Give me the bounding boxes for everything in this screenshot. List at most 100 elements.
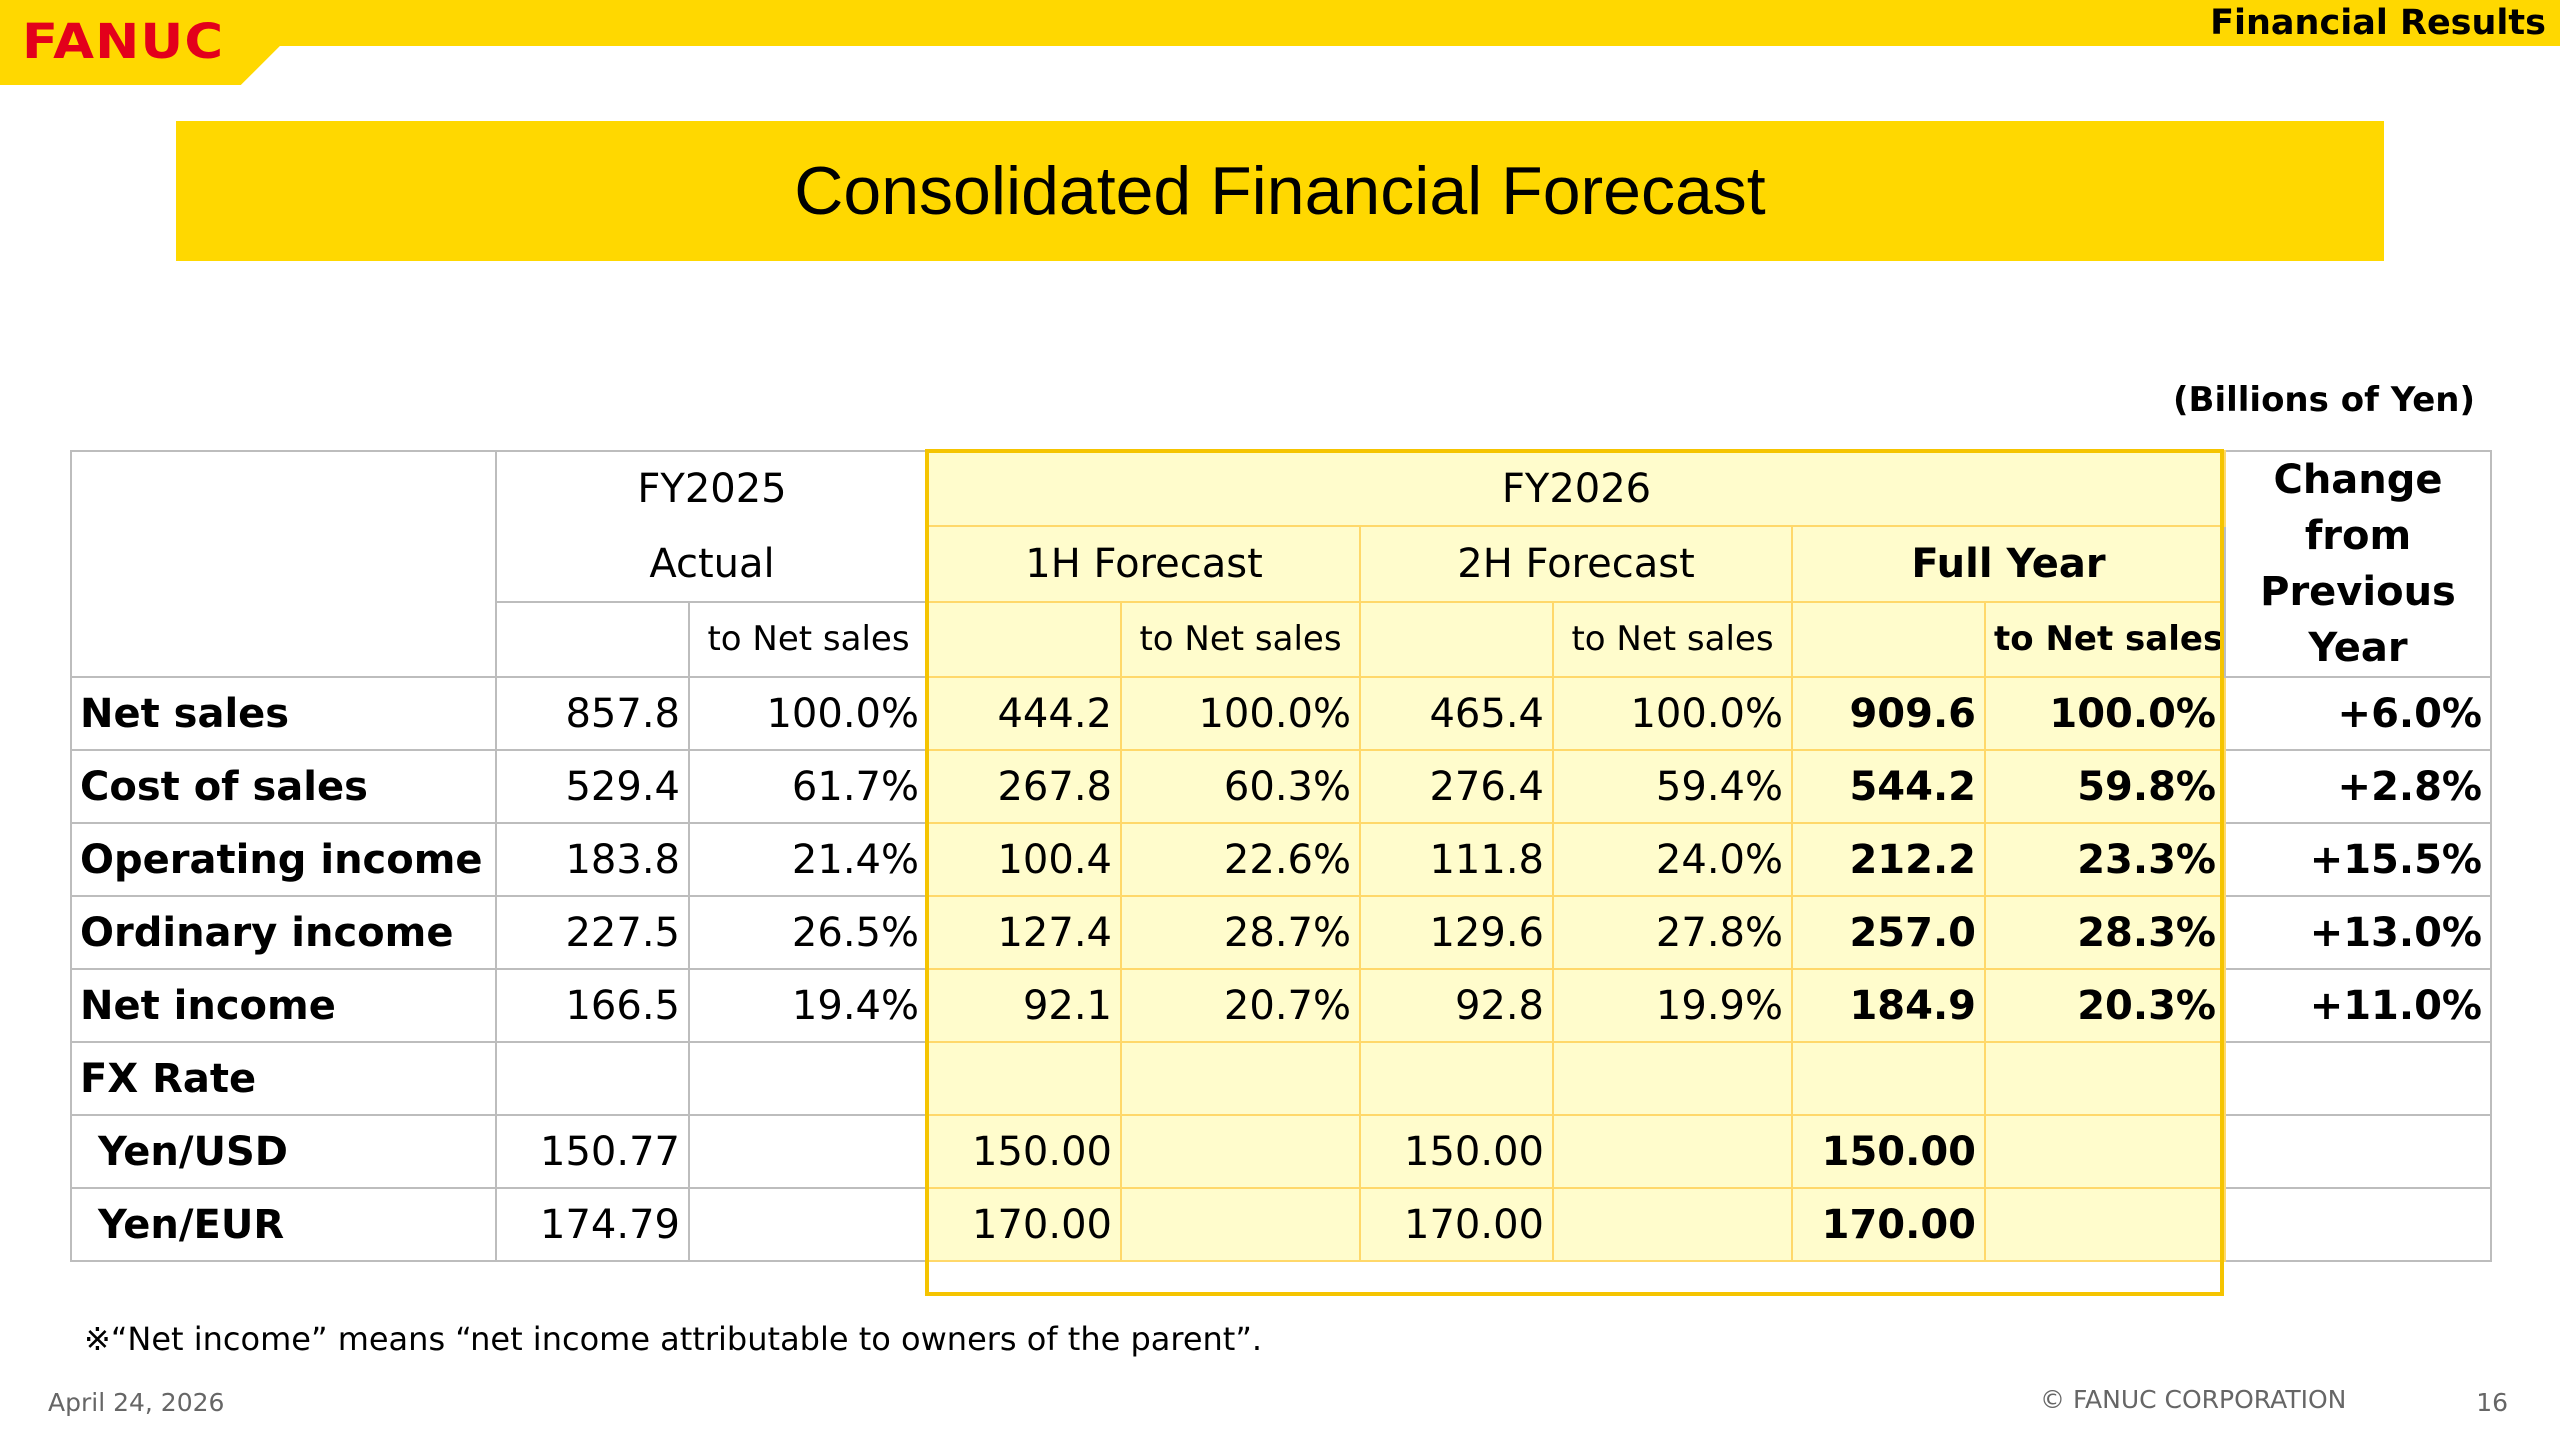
actual-value: 183.8 [495, 822, 690, 897]
h2-value: 129.6 [1359, 895, 1554, 970]
blank-cell [1791, 1041, 1986, 1116]
h1-pct: 22.6% [1120, 822, 1361, 897]
to-net-sales-header: to Net sales [1984, 600, 2226, 679]
row-label: Ordinary income [70, 895, 497, 970]
units-label: (Billions of Yen) [2173, 380, 2475, 420]
row-label: Net income [70, 968, 497, 1043]
blank-cell [2224, 1114, 2492, 1189]
actual-pct: 100.0% [688, 676, 929, 751]
page-number: 16 [2476, 1388, 2508, 1417]
change-value: +15.5% [2224, 822, 2492, 897]
blank-cell [1120, 1041, 1361, 1116]
change-value: +2.8% [2224, 749, 2492, 824]
actual-value: 227.5 [495, 895, 690, 970]
actual-header: Actual [495, 526, 929, 603]
h1-value: 150.00 [927, 1114, 1122, 1189]
fx-row: Yen/USD 150.77 150.00 150.00 150.00 [70, 1114, 2492, 1189]
blank-cell [688, 1187, 929, 1262]
blank-cell [1120, 1187, 1361, 1262]
h2-value: 111.8 [1359, 822, 1554, 897]
logo-tab [0, 0, 280, 85]
full-year-value: 150.00 [1791, 1114, 1986, 1189]
footer-date: April 24, 2026 [48, 1388, 225, 1417]
h1-pct: 60.3% [1120, 749, 1361, 824]
blank-cell [1359, 600, 1554, 679]
change-line: Previous [2260, 569, 2456, 615]
change-line: from [2304, 513, 2412, 559]
blank-cell [927, 1041, 1122, 1116]
blank-cell [1552, 1114, 1793, 1189]
h2-value: 92.8 [1359, 968, 1554, 1043]
blank-cell [1359, 1041, 1554, 1116]
title-banner: Consolidated Financial Forecast [176, 121, 2384, 261]
h1-pct: 20.7% [1120, 968, 1361, 1043]
h1-value: 100.4 [927, 822, 1122, 897]
h1-pct: 28.7% [1120, 895, 1361, 970]
page-title: Consolidated Financial Forecast [794, 153, 1766, 229]
to-net-sales-header: to Net sales [1120, 600, 1361, 679]
header-row-1: FY2025 FY2026 Change from Previous Year [70, 449, 2492, 678]
fx-label: Yen/USD [70, 1114, 497, 1189]
h2-value: 276.4 [1359, 749, 1554, 824]
top-bar [0, 0, 2560, 46]
row-label: Operating income [70, 822, 497, 897]
h2-forecast-header: 2H Forecast [1359, 525, 1793, 603]
change-value: +11.0% [2224, 968, 2492, 1043]
h1-value: 444.2 [927, 676, 1122, 751]
fy2025-header: FY2025 [495, 449, 929, 527]
financial-forecast-table: FY2025 FY2026 Change from Previous Year … [70, 449, 2492, 1262]
to-net-sales-header: to Net sales [1552, 600, 1793, 679]
header-row-3: to Net sales to Net sales to Net sales t… [71, 600, 2491, 679]
actual-pct: 61.7% [688, 749, 929, 824]
h1-forecast-header: 1H Forecast [927, 525, 1361, 603]
actual-value: 166.5 [495, 968, 690, 1043]
fx-rate-row: FX Rate [70, 1041, 2492, 1116]
blank-cell [1120, 1114, 1361, 1189]
h2-value: 150.00 [1359, 1114, 1554, 1189]
h2-value: 465.4 [1359, 676, 1554, 751]
h2-pct: 27.8% [1552, 895, 1793, 970]
row-label: Cost of sales [70, 749, 497, 824]
blank-cell [2224, 1187, 2492, 1262]
blank-cell [1791, 600, 1986, 679]
h1-value: 170.00 [927, 1187, 1122, 1262]
full-year-value: 257.0 [1791, 895, 1986, 970]
full-year-value: 170.00 [1791, 1187, 1986, 1262]
blank-cell [1552, 1041, 1793, 1116]
actual-pct: 21.4% [688, 822, 929, 897]
h2-pct: 24.0% [1552, 822, 1793, 897]
header-row-2: Actual 1H Forecast 2H Forecast Full Year [71, 525, 2491, 603]
section-title: Financial Results [2210, 3, 2546, 43]
blank-cell [2224, 1041, 2492, 1116]
full-year-pct: 28.3% [1984, 895, 2226, 970]
h2-value: 170.00 [1359, 1187, 1554, 1262]
change-value: +6.0% [2224, 676, 2492, 751]
full-year-value: 184.9 [1791, 968, 1986, 1043]
to-net-sales-header: to Net sales [688, 600, 929, 679]
table-row: Ordinary income 227.5 26.5% 127.4 28.7% … [70, 895, 2492, 970]
h2-pct: 100.0% [1552, 676, 1793, 751]
full-year-pct: 23.3% [1984, 822, 2226, 897]
actual-value: 150.77 [495, 1114, 690, 1189]
full-year-pct: 100.0% [1984, 676, 2226, 751]
full-year-value: 212.2 [1791, 822, 1986, 897]
full-year-pct: 20.3% [1984, 968, 2226, 1043]
footnote: ※“Net income” means “net income attribut… [84, 1320, 1263, 1358]
blank-cell [495, 600, 690, 679]
table-row: Operating income 183.8 21.4% 100.4 22.6%… [70, 822, 2492, 897]
change-value: +13.0% [2224, 895, 2492, 970]
actual-pct: 19.4% [688, 968, 929, 1043]
blank-cell [688, 1041, 929, 1116]
actual-pct: 26.5% [688, 895, 929, 970]
row-label: Net sales [70, 676, 497, 751]
full-year-pct: 59.8% [1984, 749, 2226, 824]
actual-value: 857.8 [495, 676, 690, 751]
blank-cell [495, 1041, 690, 1116]
blank-cell [688, 1114, 929, 1189]
fanuc-logo: FANUC [22, 14, 225, 70]
actual-value: 174.79 [495, 1187, 690, 1262]
h2-pct: 19.9% [1552, 968, 1793, 1043]
h1-value: 267.8 [927, 749, 1122, 824]
full-year-value: 544.2 [1791, 749, 1986, 824]
table-row: Net income 166.5 19.4% 92.1 20.7% 92.8 1… [70, 968, 2492, 1043]
